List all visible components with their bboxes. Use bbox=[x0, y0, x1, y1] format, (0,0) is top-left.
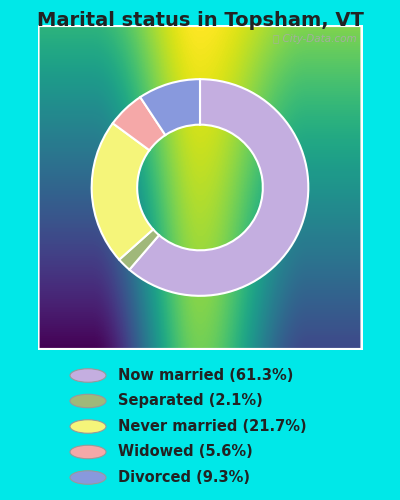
Circle shape bbox=[70, 445, 106, 459]
Text: Widowed (5.6%): Widowed (5.6%) bbox=[118, 444, 253, 460]
Circle shape bbox=[70, 394, 106, 408]
Wedge shape bbox=[92, 124, 153, 260]
Text: ⓘ City-Data.com: ⓘ City-Data.com bbox=[274, 34, 357, 43]
Wedge shape bbox=[129, 79, 308, 296]
Circle shape bbox=[70, 471, 106, 484]
Circle shape bbox=[70, 420, 106, 433]
Text: Divorced (9.3%): Divorced (9.3%) bbox=[118, 470, 250, 485]
Text: Separated (2.1%): Separated (2.1%) bbox=[118, 394, 263, 408]
Wedge shape bbox=[113, 97, 165, 150]
Text: Now married (61.3%): Now married (61.3%) bbox=[118, 368, 293, 383]
Circle shape bbox=[70, 369, 106, 382]
Text: Never married (21.7%): Never married (21.7%) bbox=[118, 419, 307, 434]
Text: Marital status in Topsham, VT: Marital status in Topsham, VT bbox=[36, 10, 364, 29]
Wedge shape bbox=[119, 230, 159, 270]
Wedge shape bbox=[140, 79, 200, 135]
